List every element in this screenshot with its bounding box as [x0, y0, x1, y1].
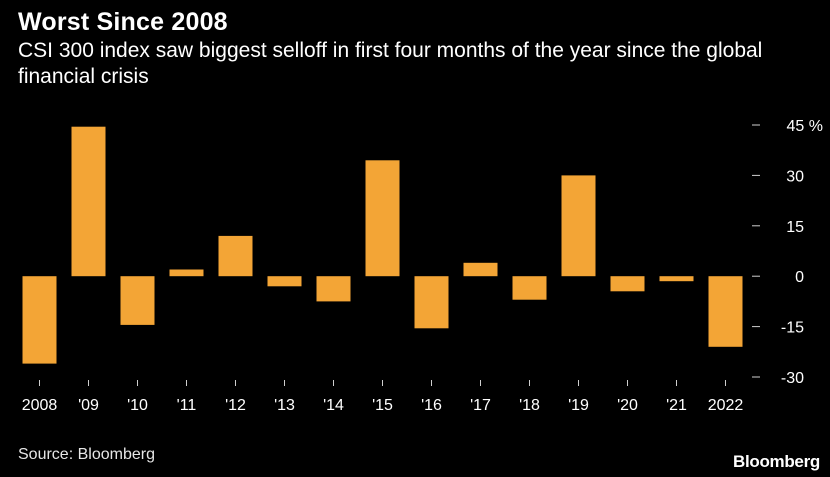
chart-title: Worst Since 2008: [18, 8, 228, 36]
y-tick-label: 15: [786, 219, 804, 236]
x-tick-label: '16: [421, 397, 442, 414]
chart-subtitle: CSI 300 index saw biggest selloff in fir…: [18, 39, 763, 88]
x-tick-label: '10: [127, 397, 148, 414]
x-tick-label: '09: [78, 397, 99, 414]
bar-16: [414, 276, 449, 329]
bar-21: [659, 276, 694, 282]
bar-18: [512, 276, 547, 300]
x-tick-label: '14: [323, 397, 344, 414]
bar-2022: [708, 276, 743, 347]
bar-2008: [22, 276, 57, 364]
x-tick-label: '13: [274, 397, 295, 414]
bar-10: [120, 276, 155, 325]
bar-20: [610, 276, 645, 292]
y-tick-label: 30: [786, 168, 804, 185]
bloomberg-logo: Bloomberg: [732, 452, 820, 471]
x-tick-label: '18: [519, 397, 540, 414]
y-tick-label: 45 %: [787, 118, 823, 135]
y-tick-label: -30: [781, 370, 804, 387]
x-tick-label: '20: [617, 397, 638, 414]
x-tick-label: '17: [470, 397, 491, 414]
bar-19: [561, 175, 596, 277]
bar-17: [463, 262, 498, 277]
bar-14: [316, 276, 351, 302]
bar-09: [71, 126, 106, 277]
source-note: Source: Bloomberg: [18, 446, 155, 463]
x-tick-label: '19: [568, 397, 589, 414]
x-tick-label: '15: [372, 397, 393, 414]
x-tick-label: '12: [225, 397, 246, 414]
bar-11: [169, 269, 204, 277]
bar-15: [365, 160, 400, 277]
x-tick-label: '21: [666, 397, 687, 414]
x-tick-label: 2008: [22, 397, 58, 414]
x-tick-label: '11: [177, 397, 197, 414]
y-tick-label: -15: [781, 320, 804, 337]
bar-13: [267, 276, 302, 287]
x-tick-label: 2022: [708, 397, 744, 414]
y-tick-label: 0: [795, 269, 804, 286]
bar-12: [218, 235, 253, 277]
